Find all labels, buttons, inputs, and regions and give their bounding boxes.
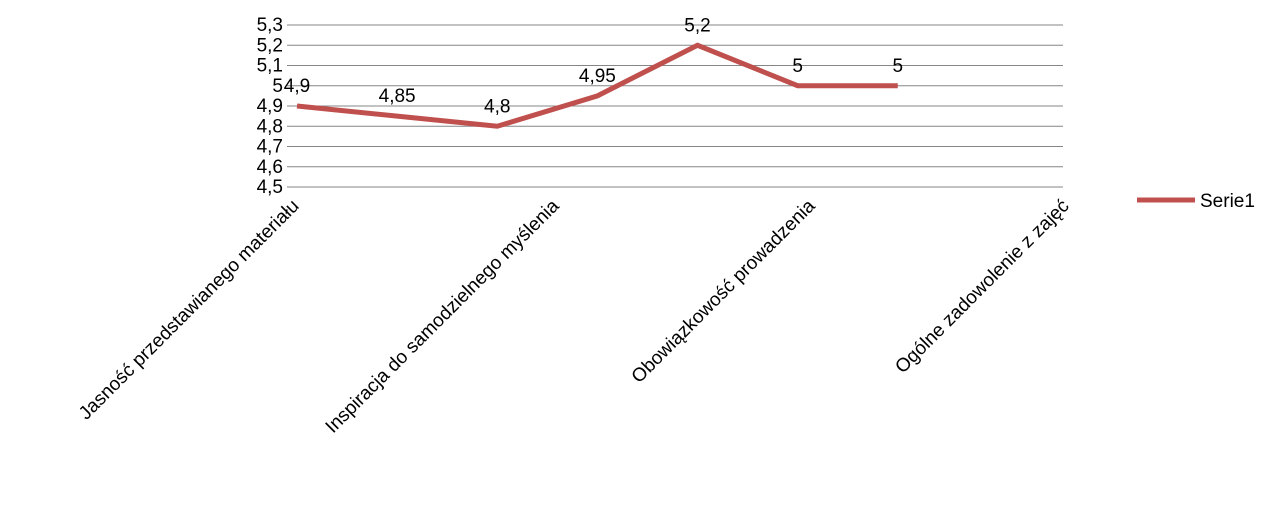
x-category-label: Obowiązkowość prowadzenia <box>628 195 820 387</box>
x-category-label: Inspiracja do samodzielnego myślenia <box>322 195 564 437</box>
y-tick-label: 5,2 <box>257 35 283 56</box>
legend-label-serie1: Serie1 <box>1200 191 1255 212</box>
data-label: 4,85 <box>379 86 416 107</box>
y-tick-label: 4,8 <box>257 116 283 137</box>
legend: Serie1 <box>1137 191 1255 212</box>
series-line-serie1 <box>296 42 898 129</box>
y-tick-label: 4,7 <box>257 137 283 158</box>
data-label: 4,9 <box>284 76 310 97</box>
data-label: 5 <box>892 56 903 77</box>
y-tick-label: 5,1 <box>257 56 283 77</box>
data-label: 5,2 <box>684 15 710 36</box>
y-tick-label: 5,3 <box>257 15 283 36</box>
data-label: 4,95 <box>579 66 616 87</box>
y-tick-label: 4,9 <box>257 96 283 117</box>
y-tick-label: 4,5 <box>257 177 283 198</box>
x-axis-category-labels: Jasność przedstawianego materiału Inspira… <box>75 195 1073 437</box>
series-lines <box>296 42 898 129</box>
x-category-label: Ogólne zadowolenie z zajęć <box>891 196 1073 378</box>
data-label: 4,8 <box>484 96 510 117</box>
y-tick-label: 5 <box>272 76 283 97</box>
data-labels: 4,9 4,85 4,8 4,95 5,2 5 5 <box>284 15 903 117</box>
y-axis-tick-labels: 4,54,64,74,84,955,15,25,3 <box>257 15 283 198</box>
gridlines <box>287 24 1063 188</box>
data-label: 5 <box>792 56 803 77</box>
x-category-label: Jasność przedstawianego materiału <box>75 196 303 424</box>
y-tick-label: 4,6 <box>257 157 283 178</box>
